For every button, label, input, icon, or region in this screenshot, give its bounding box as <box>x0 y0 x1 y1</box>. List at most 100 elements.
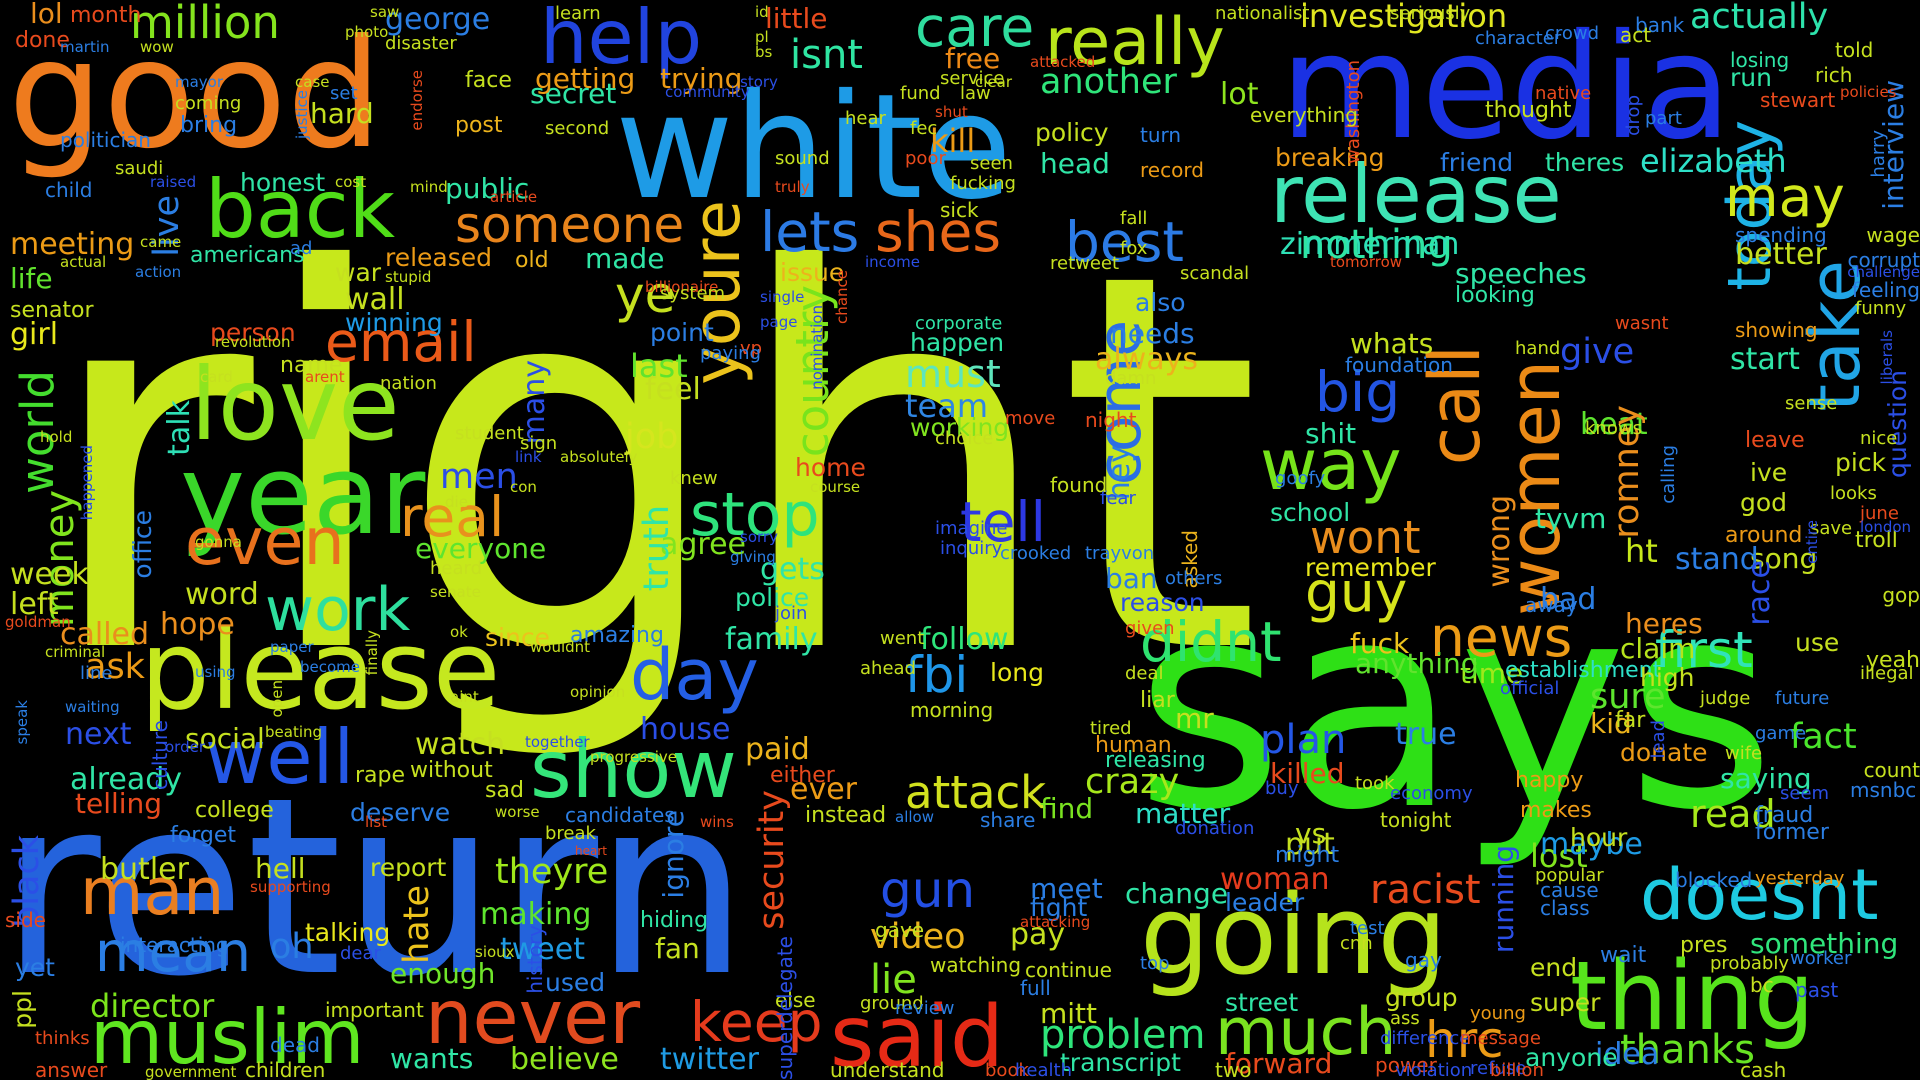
cloud-word-yeah: yeah <box>1866 648 1920 673</box>
cloud-word-right: right <box>40 162 1262 768</box>
cloud-word-disaster: disaster <box>385 33 457 54</box>
cloud-word-link: link <box>515 448 542 466</box>
cloud-word-wife: wife <box>1725 743 1763 764</box>
cloud-word-knows: knows <box>1585 418 1642 439</box>
cloud-word-real: real <box>400 485 505 549</box>
cloud-word-idea: idea <box>1595 1037 1660 1072</box>
cloud-word-showing: showing <box>1735 318 1818 342</box>
cloud-word-revolution: revolution <box>215 333 291 351</box>
cloud-word-class: class <box>1540 896 1590 920</box>
cloud-word-ever: ever <box>790 772 858 807</box>
cloud-word-mind: mind <box>410 178 448 196</box>
cloud-word-game: game <box>1755 723 1807 744</box>
cloud-word-wrong: wrong <box>1482 495 1517 588</box>
cloud-word-corporate: corporate <box>915 313 1003 334</box>
cloud-word-public: public <box>445 172 530 205</box>
cloud-word-interacting: interacting <box>120 933 229 957</box>
cloud-word-economy: economy <box>1390 783 1473 804</box>
cloud-word-trayvon: trayvon <box>1085 543 1155 564</box>
cloud-word-going: going <box>1140 871 1448 999</box>
cloud-word-yesterday: yesterday <box>1755 868 1845 889</box>
cloud-word-justice: justice <box>293 90 311 140</box>
cloud-word-lets: lets <box>760 200 860 264</box>
cloud-word-challenge: challenge <box>1847 263 1920 281</box>
cloud-word-shes: shes <box>875 200 1002 264</box>
cloud-word-looks: looks <box>1830 483 1877 504</box>
cloud-word-future: future <box>1775 688 1830 709</box>
cloud-word-waiting: waiting <box>65 698 120 716</box>
cloud-word-week: week <box>10 557 89 592</box>
cloud-word-top: top <box>1140 953 1170 974</box>
cloud-word-senator: senator <box>10 298 94 323</box>
cloud-word-working: working <box>910 413 1010 442</box>
cloud-word-former: former <box>1755 820 1829 845</box>
cloud-word-race: race <box>1742 560 1777 626</box>
cloud-word-book: book <box>985 1060 1029 1080</box>
cloud-word-article: article <box>490 188 538 206</box>
cloud-word-school: school <box>1270 498 1351 527</box>
cloud-word-maybe: maybe <box>1540 827 1643 862</box>
cloud-word-illegal: illegal <box>1860 663 1914 684</box>
cloud-word-ban: ban <box>1105 562 1158 595</box>
cloud-word-director: director <box>90 987 215 1025</box>
cloud-word-using: using <box>195 663 236 681</box>
cloud-word-pay: pay <box>1010 917 1066 952</box>
cloud-word-children: children <box>245 1058 326 1080</box>
cloud-word-ok: ok <box>450 623 468 641</box>
cloud-word-someone: someone <box>455 196 685 254</box>
cloud-word-home: home <box>795 453 866 482</box>
cloud-word-bs: bs <box>755 43 773 61</box>
cloud-word-wasnt: wasnt <box>1615 313 1669 334</box>
cloud-word-hell: hell <box>255 852 306 885</box>
cloud-word-mitt: mitt <box>1040 997 1098 1030</box>
cloud-word-wall: wall <box>345 282 405 317</box>
cloud-word-ground: ground <box>860 993 924 1014</box>
cloud-word-work: work <box>265 575 411 645</box>
cloud-word-group: group <box>1385 983 1458 1012</box>
cloud-word-thought: thought <box>1485 98 1572 123</box>
cloud-word-crazy: crazy <box>1085 762 1180 802</box>
cloud-word-endorse: endorse <box>408 70 426 131</box>
cloud-word-crowd: crowd <box>1545 23 1600 44</box>
cloud-word-attack: attack <box>905 766 1047 819</box>
cloud-word-crooked: crooked <box>1000 543 1072 564</box>
cloud-word-thing: thing <box>1570 942 1815 1052</box>
cloud-word-talk: talk <box>162 400 197 456</box>
cloud-word-chance: chance <box>833 270 851 324</box>
cloud-word-review: review <box>895 998 955 1019</box>
cloud-word-tonight: tonight <box>1380 808 1452 832</box>
cloud-word-wait: wait <box>1600 943 1647 968</box>
cloud-word-speeches: speeches <box>1455 257 1587 290</box>
cloud-word-lost: lost <box>1530 837 1588 875</box>
cloud-word-clear: clear <box>975 73 1013 91</box>
cloud-word-establishment: establishment <box>1505 658 1662 683</box>
cloud-word-paper: paper <box>270 638 314 656</box>
cloud-word-others: others <box>1165 568 1223 589</box>
cloud-word-tired: tired <box>1090 718 1132 739</box>
cloud-word-office: office <box>128 510 157 579</box>
cloud-word-back: back <box>205 163 396 256</box>
cloud-word-bank: bank <box>1635 13 1685 37</box>
cloud-word-wins: wins <box>700 813 734 831</box>
cloud-word-instead: instead <box>805 803 887 828</box>
cloud-word-progressive: progressive <box>590 748 678 766</box>
cloud-word-enough: enough <box>390 957 496 990</box>
cloud-word-law: law <box>960 83 991 104</box>
cloud-word-million: million <box>130 0 280 49</box>
cloud-word-read: read <box>1690 792 1776 836</box>
cloud-word-violation: violation <box>1395 1060 1473 1080</box>
cloud-word-harry: harry <box>1868 130 1889 178</box>
cloud-word-fact: fact <box>1790 717 1857 757</box>
cloud-word-says: says <box>1135 541 1776 873</box>
cloud-word-sure: sure <box>1590 677 1666 717</box>
cloud-word-first: first <box>1655 621 1753 679</box>
cloud-word-nomination: nomination <box>808 305 826 390</box>
cloud-word-id: id <box>755 3 769 21</box>
cloud-word-didnt: didnt <box>1140 610 1282 674</box>
cloud-word-full: full <box>1020 976 1051 1000</box>
cloud-word-face: face <box>465 68 512 93</box>
cloud-word-msnbc: msnbc <box>1850 778 1917 802</box>
cloud-word-spending: spending <box>1735 223 1827 247</box>
cloud-word-mean: mean <box>95 920 251 984</box>
cloud-word-sign: sign <box>520 433 558 454</box>
